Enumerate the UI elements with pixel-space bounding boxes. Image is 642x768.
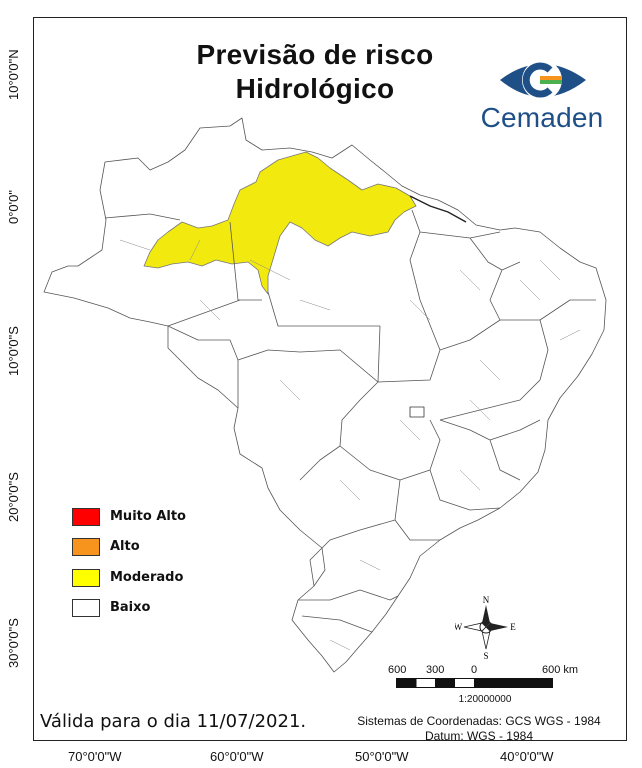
lon-label: 50°0'0"W bbox=[355, 749, 409, 764]
lon-label: 40°0'0"W bbox=[500, 749, 554, 764]
lon-label: 70°0'0"W bbox=[68, 749, 122, 764]
datum: Datum: WGS - 1984 bbox=[424, 729, 534, 743]
legend-label: Moderado bbox=[110, 570, 184, 585]
lat-label: 10°0'0"S bbox=[6, 326, 21, 376]
scale-bar bbox=[396, 678, 553, 688]
legend-label: Muito Alto bbox=[110, 509, 186, 524]
lon-label: 60°0'0"W bbox=[210, 749, 264, 764]
coord-system: Sistemas de Coordenadas: GCS WGS - 1984 bbox=[357, 714, 601, 728]
lat-label: 20°0'0"S bbox=[6, 472, 21, 522]
scale-label: 300 bbox=[426, 664, 445, 676]
legend-item: Moderado bbox=[72, 569, 212, 589]
legend-item: Muito Alto bbox=[72, 508, 212, 528]
scale-label: 0 bbox=[471, 664, 478, 676]
legend-item: Baixo bbox=[72, 599, 212, 619]
lat-label: 30°0'0"S bbox=[6, 618, 21, 668]
brand-name: Cemaden bbox=[480, 102, 604, 133]
legend-swatch bbox=[72, 569, 100, 587]
compass-n: N bbox=[483, 595, 490, 605]
compass-e: E bbox=[510, 622, 516, 632]
legend-swatch bbox=[72, 508, 100, 526]
legend-label: Alto bbox=[110, 539, 140, 554]
compass-w: W bbox=[455, 622, 463, 632]
legend-swatch bbox=[72, 599, 100, 617]
federal-district bbox=[409, 406, 425, 418]
compass-s: S bbox=[483, 651, 488, 660]
cemaden-logo bbox=[500, 60, 586, 100]
moderate-region bbox=[143, 151, 417, 295]
coordinate-info: Sistemas de Coordenadas: GCS WGS - 1984 … bbox=[350, 714, 608, 744]
scale-label: 600 km bbox=[542, 664, 579, 676]
map-title: Previsão de risco Hidrológico bbox=[150, 38, 480, 106]
title-line-1: Previsão de risco bbox=[196, 39, 434, 70]
map-frame bbox=[33, 17, 627, 741]
lat-label: 0°0'0" bbox=[6, 190, 21, 224]
scale-label: 600 bbox=[388, 664, 407, 676]
lat-label: 10°0'0"N bbox=[6, 49, 21, 100]
scale-ratio: 1:20000000 bbox=[458, 694, 512, 705]
legend-item: Alto bbox=[72, 538, 212, 558]
legend-swatch bbox=[72, 538, 100, 556]
legend-label: Baixo bbox=[110, 600, 151, 615]
north-arrow-icon: N S W E bbox=[455, 595, 516, 660]
title-line-2: Hidrológico bbox=[235, 73, 395, 104]
validity-date: Válida para o dia 11/07/2021. bbox=[40, 711, 307, 732]
